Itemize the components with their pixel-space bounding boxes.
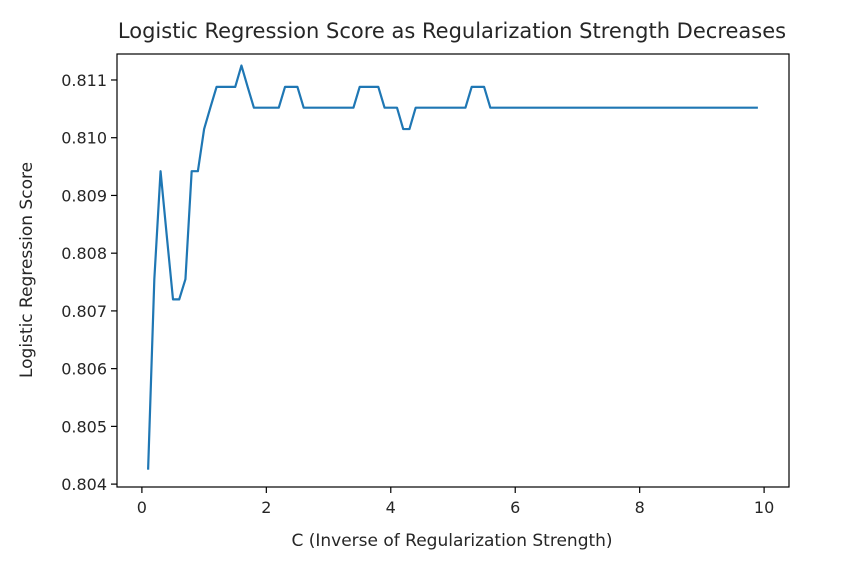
y-tick-label: 0.810 bbox=[61, 129, 107, 148]
x-tick-label: 6 bbox=[510, 498, 520, 517]
y-axis: 0.804 0.805 0.806 0.807 0.808 0.809 0.810 0.811 bbox=[61, 71, 117, 494]
y-tick-label: 0.811 bbox=[61, 71, 107, 90]
series-line-0 bbox=[147, 64, 758, 470]
y-tick-label: 0.807 bbox=[61, 302, 107, 321]
x-axis: 0 2 4 6 8 10 bbox=[137, 487, 774, 517]
y-tick-label: 0.808 bbox=[61, 244, 107, 263]
x-tick-label: 10 bbox=[754, 498, 774, 517]
x-tick-label: 8 bbox=[635, 498, 645, 517]
y-tick-label: 0.804 bbox=[61, 475, 107, 494]
x-axis-label: C (Inverse of Regularization Strength) bbox=[291, 531, 612, 551]
x-tick-label: 2 bbox=[261, 498, 271, 517]
x-tick-label: 4 bbox=[386, 498, 396, 517]
y-tick-label: 0.806 bbox=[61, 360, 107, 379]
x-tick-label: 0 bbox=[137, 498, 147, 517]
chart-title: Logistic Regression Score as Regularizat… bbox=[118, 19, 786, 43]
plot-frame bbox=[116, 53, 790, 488]
y-tick-label: 0.805 bbox=[61, 417, 107, 436]
y-tick-label: 0.809 bbox=[61, 186, 107, 205]
plot-area bbox=[147, 64, 758, 470]
y-axis-label: Logistic Regression Score bbox=[17, 162, 37, 378]
